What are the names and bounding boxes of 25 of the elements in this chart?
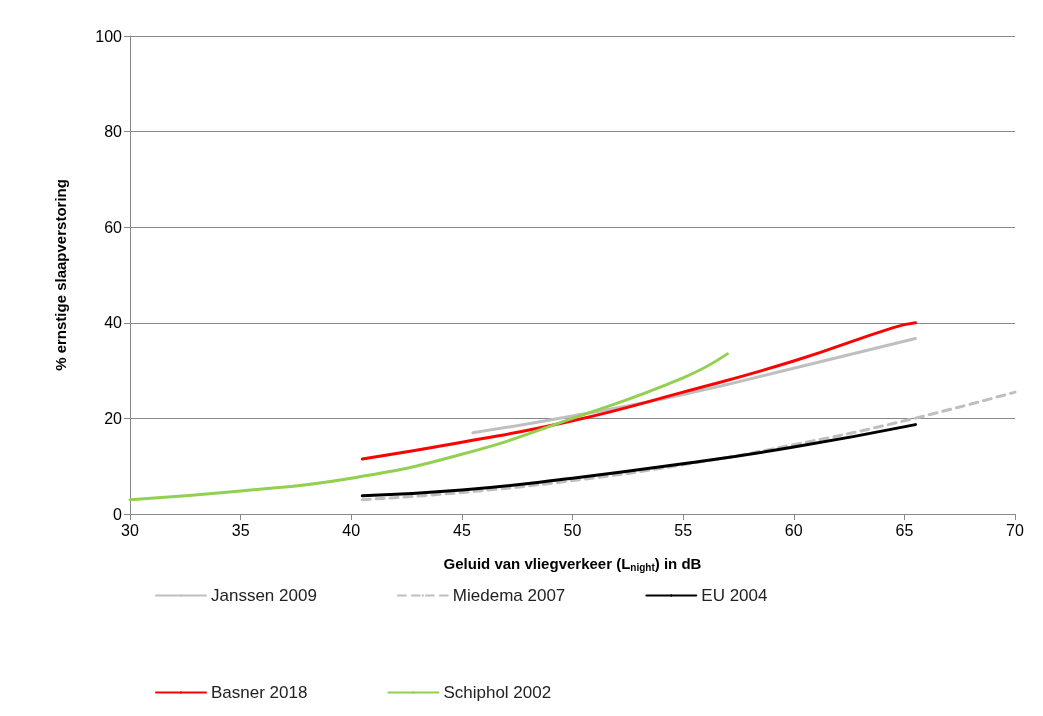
- x-tick-label: 65: [895, 521, 914, 539]
- legend-label: Janssen 2009: [211, 586, 317, 605]
- line-series: [128, 352, 729, 502]
- x-tick-label: 70: [1006, 521, 1024, 539]
- x-tick-label: 35: [231, 521, 250, 539]
- x-tick-label: 60: [784, 521, 803, 539]
- legend-label: EU 2004: [701, 586, 768, 605]
- legend-label: Basner 2018: [211, 683, 308, 702]
- y-tick-label: 0: [113, 505, 123, 523]
- y-tick-label: 40: [104, 314, 123, 332]
- legend-label: Miedema 2007: [452, 586, 566, 605]
- line-series: [360, 390, 1017, 502]
- line-series: [360, 321, 917, 461]
- x-tick-label: 30: [121, 521, 139, 539]
- y-tick-label: 60: [104, 218, 123, 236]
- x-tick-label: 40: [342, 521, 361, 539]
- x-tick-label: 50: [563, 521, 582, 539]
- y-tick-label: 100: [95, 27, 123, 45]
- y-axis-title: % ernstige slaapverstoring: [52, 179, 69, 371]
- y-tick-label: 20: [104, 409, 123, 427]
- y-tick-label: 80: [104, 123, 123, 141]
- x-tick-label: 45: [452, 521, 471, 539]
- legend-label: Schiphol 2002: [443, 683, 552, 702]
- line-series: [360, 423, 917, 498]
- x-tick-label: 55: [674, 521, 693, 539]
